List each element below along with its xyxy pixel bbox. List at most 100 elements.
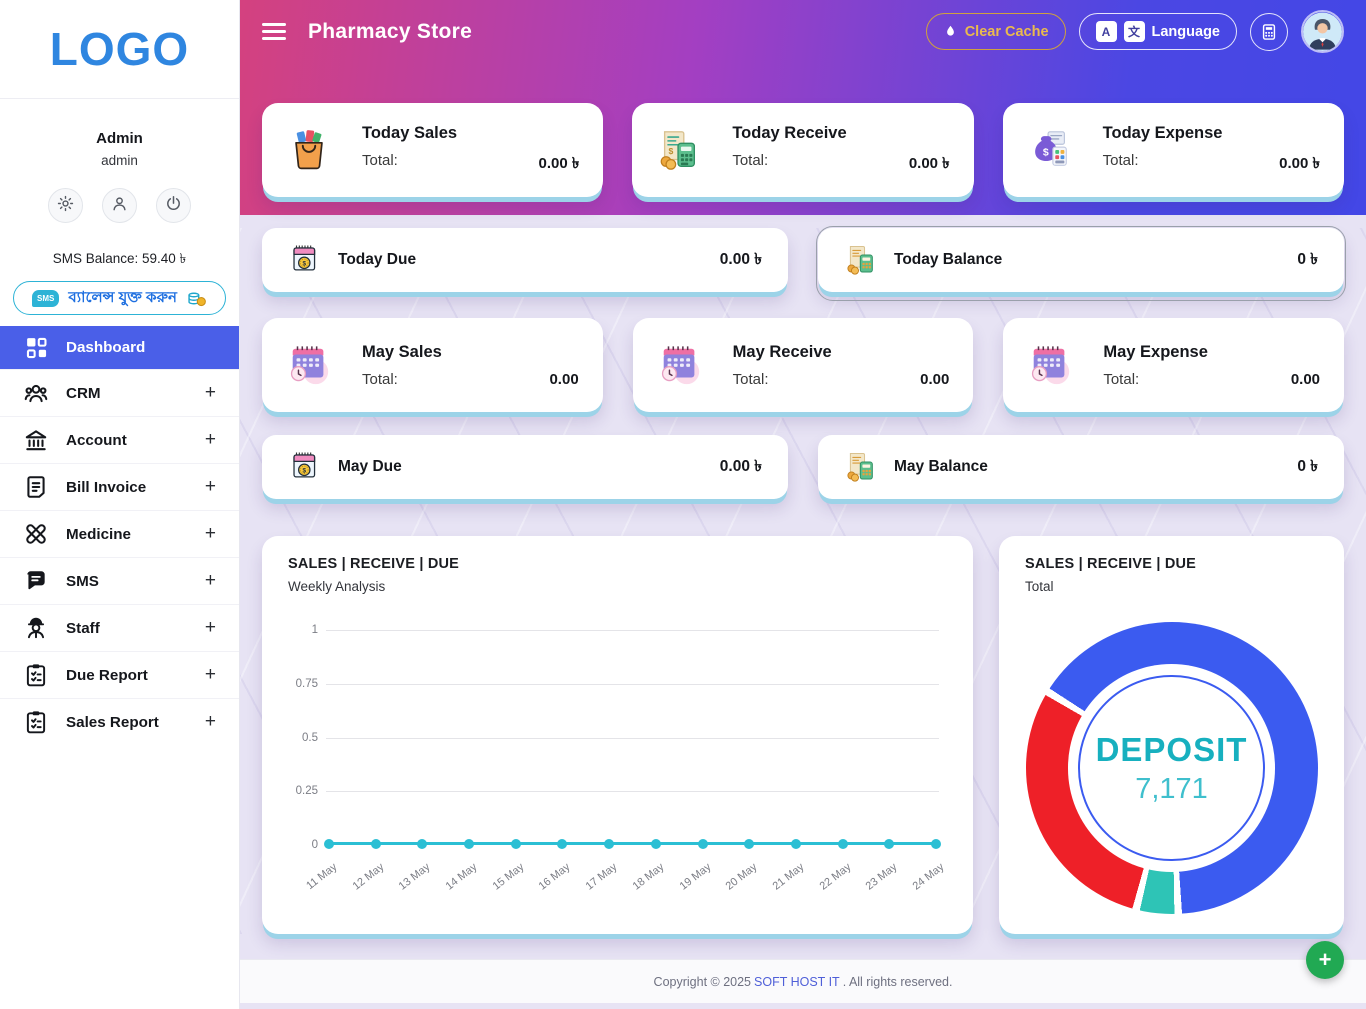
may-balance-card[interactable]: May Balance 0 ৳ (818, 435, 1344, 499)
card-value: 0 ৳ (1297, 251, 1318, 268)
card-title: May Balance (894, 458, 988, 475)
today-expense-card[interactable]: $ Today Expense Total: 0.00 ৳ (1002, 103, 1344, 197)
card-title: Today Balance (894, 251, 1003, 268)
y-tick-label: 0.25 (295, 785, 318, 798)
clear-cache-button[interactable]: Clear Cache (925, 13, 1066, 50)
card-label: Total: (362, 370, 398, 388)
sidebar-item-label: Bill Invoice (66, 478, 147, 496)
sidebar-item-crm[interactable]: CRM + (0, 369, 239, 416)
svg-text:$: $ (303, 260, 307, 267)
card-title: May Receive (732, 342, 832, 361)
sidebar-item-sales-report[interactable]: Sales Report + (0, 698, 239, 745)
expand-plus-icon[interactable]: + (204, 476, 216, 497)
settings-button[interactable] (48, 188, 83, 223)
x-tick-label: 16 May (537, 861, 573, 893)
data-point[interactable] (370, 838, 381, 849)
card-title: Today Expense (1102, 123, 1223, 142)
today-sales-card[interactable]: Today Sales Total: 0.00 ৳ (262, 103, 604, 197)
chart-subtitle: Weekly Analysis (288, 579, 386, 594)
today-stats-row: Today Sales Total: 0.00 ৳ $ Today Receive… (240, 103, 1366, 197)
sidebar-item-bill-invoice[interactable]: Bill Invoice + (0, 463, 239, 510)
card-value: 0.00 (549, 370, 579, 388)
calendar-coin-icon: $ (288, 243, 322, 277)
add-floating-button[interactable]: + (1306, 941, 1344, 979)
profile-button[interactable] (102, 188, 137, 223)
data-point[interactable] (697, 838, 708, 849)
logout-button[interactable] (156, 188, 191, 223)
clear-cache-label: Clear Cache (964, 23, 1049, 40)
expand-plus-icon[interactable]: + (204, 429, 216, 450)
charts-row: SALES | RECEIVE | DUE Weekly Analysis 1 0… (262, 536, 1344, 934)
gear-icon (56, 194, 75, 218)
may-receive-card[interactable]: May Receive Total: 0.00 (632, 318, 974, 412)
grid-icon (23, 335, 49, 360)
hamburger-menu-icon[interactable] (262, 19, 286, 44)
data-point[interactable] (790, 838, 801, 849)
data-point[interactable] (650, 838, 661, 849)
today-due-card[interactable]: $ Today Due 0.00 ৳ (262, 228, 788, 292)
sidebar-item-medicine[interactable]: Medicine + (0, 510, 239, 557)
sidebar-item-due-report[interactable]: Due Report + (0, 651, 239, 698)
data-point[interactable] (324, 838, 334, 849)
person-icon (110, 194, 129, 218)
x-axis: 11 May 12 May 13 May 14 May 15 May 16 May 17 M… (304, 861, 946, 901)
footer: Copyright © 2025 SOFT HOST IT . All righ… (240, 959, 1366, 1003)
x-tick-label: 22 May (817, 861, 853, 893)
calendar-clock-icon (657, 342, 703, 388)
expand-plus-icon[interactable]: + (204, 617, 216, 638)
header-gradient-zone: Pharmacy Store Clear Cache A 文 Language (240, 0, 1366, 215)
x-tick-label: 11 May (304, 861, 340, 893)
sidebar-item-account[interactable]: Account + (0, 416, 239, 463)
main-content: $ Today Due 0.00 ৳ Today Balance 0 ৳ May… (240, 226, 1366, 934)
expand-plus-icon[interactable]: + (204, 664, 216, 685)
today-due-balance-row: $ Today Due 0.00 ৳ Today Balance 0 ৳ (262, 226, 1346, 301)
data-point[interactable] (417, 838, 428, 849)
page-title: Pharmacy Store (308, 19, 473, 43)
sidebar-item-sms[interactable]: SMS + (0, 557, 239, 604)
app-logo[interactable]: LOGO (49, 23, 190, 75)
expand-plus-icon[interactable]: + (204, 523, 216, 544)
may-sales-card[interactable]: May Sales Total: 0.00 (262, 318, 603, 412)
may-due-card[interactable]: $ May Due 0.00 ৳ (262, 435, 788, 499)
add-balance-button[interactable]: SMS ব্যালেন্স যুক্ত করুন (13, 281, 226, 315)
data-point[interactable] (930, 838, 941, 849)
soft-host-it-link[interactable]: SOFT HOST IT (754, 974, 840, 989)
clipboard-icon (23, 662, 49, 688)
donut-chart[interactable]: DEPOSIT 7,171 (1025, 622, 1318, 914)
sidebar-item-staff[interactable]: Staff + (0, 604, 239, 651)
may-expense-card[interactable]: May Expense Total: 0.00 (1003, 318, 1345, 412)
bank-icon (23, 427, 49, 453)
data-point[interactable] (837, 838, 848, 849)
data-points (324, 838, 941, 849)
card-title: Today Due (338, 251, 417, 268)
x-tick-label: 18 May (630, 861, 667, 893)
expand-plus-icon[interactable]: + (204, 570, 216, 591)
data-point[interactable] (510, 838, 521, 849)
x-tick-label: 19 May (677, 861, 713, 893)
chart-title: SALES | RECEIVE | DUE (288, 556, 460, 572)
data-point[interactable] (604, 838, 615, 849)
svg-text:$: $ (1042, 147, 1048, 159)
expand-plus-icon[interactable]: + (204, 382, 216, 403)
deposit-value: 7,171 (1135, 772, 1208, 805)
calculator-button[interactable] (1250, 12, 1288, 51)
copyright-text: Copyright © 2025 (653, 974, 752, 989)
today-receive-card[interactable]: $ Today Receive Total: 0.00 ৳ (632, 103, 974, 197)
language-button[interactable]: A 文 Language (1078, 13, 1237, 50)
data-point[interactable] (557, 838, 568, 849)
sidebar-menu: Dashboard CRM + Account + Bill Invoice + Medici… (0, 326, 239, 745)
user-avatar[interactable] (1301, 10, 1344, 53)
sidebar-item-dashboard[interactable]: Dashboard (0, 326, 239, 369)
chart-subtitle: Total (1025, 579, 1054, 594)
data-point[interactable] (884, 838, 895, 849)
today-balance-card[interactable]: Today Balance 0 ৳ (816, 226, 1346, 301)
card-value: 0.00 (920, 370, 950, 388)
expand-plus-icon[interactable]: + (204, 711, 216, 732)
sidebar-item-label: Due Report (66, 666, 148, 684)
data-point[interactable] (464, 838, 475, 849)
card-label: Total: (362, 151, 398, 169)
shopping-bag-icon (286, 127, 332, 173)
data-point[interactable] (744, 838, 755, 849)
top-header: Pharmacy Store Clear Cache A 文 Language (240, 0, 1366, 63)
money-bag-icon: $ (1027, 127, 1073, 173)
